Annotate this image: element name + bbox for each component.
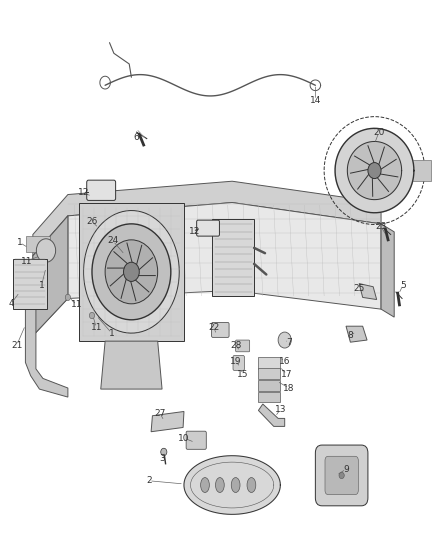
Text: 15: 15 bbox=[237, 370, 249, 378]
Text: 1: 1 bbox=[17, 238, 23, 247]
Text: 12: 12 bbox=[189, 228, 201, 236]
Text: 23: 23 bbox=[375, 222, 387, 231]
Text: 11: 11 bbox=[21, 257, 32, 265]
Text: 7: 7 bbox=[286, 338, 292, 346]
Ellipse shape bbox=[247, 478, 256, 492]
Text: 26: 26 bbox=[86, 217, 98, 225]
Text: 24: 24 bbox=[107, 237, 119, 245]
FancyBboxPatch shape bbox=[197, 220, 219, 236]
Circle shape bbox=[339, 472, 344, 479]
Text: 16: 16 bbox=[279, 357, 290, 366]
FancyBboxPatch shape bbox=[233, 356, 244, 370]
Circle shape bbox=[368, 163, 381, 179]
Polygon shape bbox=[18, 289, 68, 397]
Circle shape bbox=[65, 294, 71, 301]
Polygon shape bbox=[101, 341, 162, 389]
Polygon shape bbox=[410, 160, 431, 181]
FancyBboxPatch shape bbox=[258, 392, 280, 402]
Ellipse shape bbox=[215, 478, 224, 492]
Text: 20: 20 bbox=[373, 128, 385, 136]
Text: 17: 17 bbox=[281, 370, 293, 378]
FancyBboxPatch shape bbox=[258, 380, 280, 391]
Text: 10: 10 bbox=[178, 434, 190, 442]
FancyBboxPatch shape bbox=[13, 259, 47, 309]
FancyBboxPatch shape bbox=[236, 340, 250, 352]
Polygon shape bbox=[33, 181, 381, 256]
Text: 8: 8 bbox=[347, 332, 353, 340]
FancyBboxPatch shape bbox=[315, 445, 368, 506]
Polygon shape bbox=[184, 456, 280, 514]
Polygon shape bbox=[359, 284, 377, 300]
Circle shape bbox=[124, 262, 139, 281]
Polygon shape bbox=[381, 224, 394, 317]
Circle shape bbox=[161, 448, 167, 456]
Text: 19: 19 bbox=[230, 357, 241, 366]
Polygon shape bbox=[33, 216, 68, 336]
Text: 27: 27 bbox=[154, 409, 166, 417]
FancyBboxPatch shape bbox=[212, 219, 254, 296]
Text: 18: 18 bbox=[283, 384, 295, 392]
Polygon shape bbox=[346, 326, 367, 342]
Text: 12: 12 bbox=[78, 189, 89, 197]
Text: 21: 21 bbox=[11, 341, 22, 350]
Polygon shape bbox=[335, 128, 414, 213]
Text: 28: 28 bbox=[230, 341, 241, 350]
Ellipse shape bbox=[231, 478, 240, 492]
Polygon shape bbox=[347, 141, 402, 200]
Text: 11: 11 bbox=[91, 324, 102, 332]
FancyBboxPatch shape bbox=[212, 322, 229, 337]
Text: 6: 6 bbox=[133, 133, 139, 142]
Text: 1: 1 bbox=[109, 329, 115, 337]
Text: 14: 14 bbox=[310, 96, 321, 104]
FancyBboxPatch shape bbox=[186, 431, 206, 449]
Polygon shape bbox=[79, 203, 184, 341]
Ellipse shape bbox=[201, 478, 209, 492]
Text: 9: 9 bbox=[343, 465, 349, 473]
FancyBboxPatch shape bbox=[258, 368, 280, 379]
Text: 25: 25 bbox=[353, 285, 365, 293]
Polygon shape bbox=[26, 236, 50, 252]
Text: 1: 1 bbox=[39, 281, 45, 289]
Polygon shape bbox=[151, 411, 184, 432]
FancyBboxPatch shape bbox=[325, 456, 358, 495]
Text: 11: 11 bbox=[71, 301, 82, 309]
Circle shape bbox=[89, 312, 95, 319]
Circle shape bbox=[41, 264, 46, 271]
FancyBboxPatch shape bbox=[87, 180, 116, 200]
Polygon shape bbox=[258, 404, 285, 426]
Circle shape bbox=[92, 224, 171, 320]
Text: 3: 3 bbox=[159, 454, 165, 463]
Text: 5: 5 bbox=[400, 281, 406, 289]
Text: 22: 22 bbox=[208, 324, 219, 332]
Polygon shape bbox=[33, 216, 68, 336]
Polygon shape bbox=[68, 203, 381, 309]
Circle shape bbox=[278, 332, 291, 348]
Text: 2: 2 bbox=[146, 477, 152, 485]
Text: 4: 4 bbox=[8, 300, 14, 308]
Circle shape bbox=[105, 240, 158, 304]
FancyBboxPatch shape bbox=[258, 357, 280, 369]
Polygon shape bbox=[84, 211, 179, 333]
Circle shape bbox=[36, 239, 56, 262]
Text: 13: 13 bbox=[275, 405, 286, 414]
